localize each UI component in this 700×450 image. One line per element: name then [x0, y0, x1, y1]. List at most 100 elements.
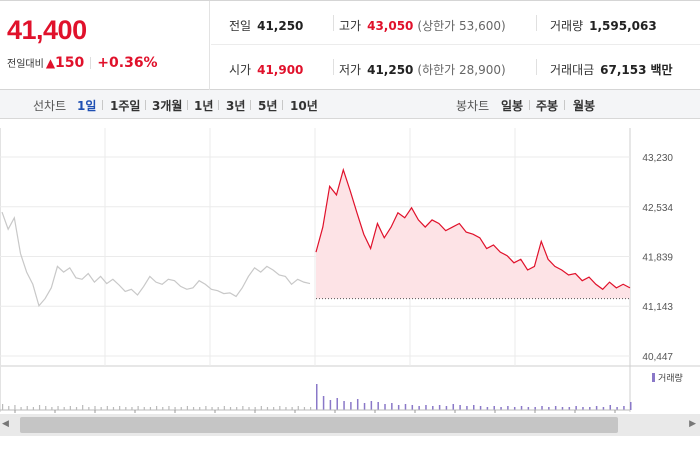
- volume-bar: [609, 405, 612, 410]
- volume-bar: [57, 406, 59, 410]
- volume-bar: [534, 407, 536, 410]
- line-chart-label: 선차트: [33, 99, 67, 113]
- volume-bar: [106, 406, 108, 410]
- volume-bar: [285, 407, 287, 410]
- y-tick-label: 40,447: [642, 352, 673, 363]
- volume-bar: [94, 406, 96, 410]
- volume-bar: [217, 407, 219, 410]
- volume-bar: [205, 406, 207, 410]
- volume-bar: [156, 406, 158, 410]
- volume-bar: [310, 407, 312, 410]
- volume-bar: [411, 405, 414, 410]
- chart-toolbar: 선차트 1일 1주일 3개월 1년 3년 5년 10년 봉차트 일봉 주봉 월봉: [0, 90, 700, 119]
- volume-bar: [623, 406, 625, 410]
- period-1d[interactable]: 1일: [77, 99, 97, 113]
- period-10y[interactable]: 10년: [290, 99, 318, 113]
- volume-bar: [466, 406, 468, 410]
- volume-bar: [479, 406, 482, 410]
- volume-bar: [149, 407, 152, 410]
- volume-bar: [513, 407, 516, 410]
- scroll-thumb[interactable]: [20, 417, 618, 433]
- volume-bar: [63, 407, 65, 410]
- stat-high: 고가 43,050 (상한가 53,600): [339, 19, 506, 33]
- up-arrow-icon: ▲: [45, 56, 56, 70]
- volume-bar: [336, 398, 338, 410]
- volume-bar: [589, 407, 591, 410]
- volume-bar: [425, 405, 427, 410]
- candle-monthly[interactable]: 월봉: [573, 99, 596, 113]
- period-1w[interactable]: 1주일: [110, 99, 141, 113]
- volume-legend-label: 거래량: [658, 372, 683, 384]
- volume-bar: [500, 407, 502, 410]
- volume-bar: [180, 407, 182, 410]
- volume-bar: [45, 406, 47, 410]
- volume-bar: [329, 400, 332, 410]
- volume-bar: [370, 401, 373, 410]
- stats-row-2: 시가 41,900 저가 41,250 (하한가 28,900) 거래대금 67,153…: [211, 45, 700, 89]
- volume-bar: [279, 406, 281, 410]
- price-box: 41,400 전일대비 ▲150 +0.36%: [0, 1, 210, 90]
- volume-bar: [229, 407, 232, 410]
- volume-bar: [174, 407, 176, 410]
- volume-bar: [8, 406, 10, 410]
- scroll-right-icon[interactable]: ▶: [689, 419, 696, 429]
- volume-bar: [211, 407, 213, 410]
- price-chart: 43,230 42,534 41,839 41,143 40,447 거래량: [0, 128, 700, 413]
- y-tick-label: 41,143: [642, 302, 673, 313]
- volume-bar: [438, 405, 441, 410]
- volume-bar: [350, 402, 352, 410]
- volume-bar: [493, 406, 495, 410]
- volume-bar: [582, 407, 584, 410]
- volume-bar: [343, 401, 345, 410]
- volume-bar: [143, 407, 145, 410]
- volume-bar: [236, 407, 238, 410]
- period-3y[interactable]: 3년: [226, 99, 246, 113]
- divider: [90, 57, 92, 69]
- volume-bar: [137, 406, 139, 410]
- volume-bar: [377, 402, 379, 410]
- volume-bar: [168, 406, 170, 410]
- volume-bar: [303, 407, 306, 410]
- volume-bar: [486, 407, 489, 410]
- volume-bar: [112, 407, 115, 410]
- scroll-left-icon[interactable]: ◀: [2, 419, 9, 429]
- volume-bar: [541, 406, 543, 410]
- volume-bar: [404, 404, 407, 410]
- volume-bar: [2, 404, 4, 410]
- volume-bar: [88, 407, 90, 410]
- period-1y[interactable]: 1년: [194, 99, 214, 113]
- volume-bar: [554, 406, 557, 410]
- quote-stats: 전일 41,250 고가 43,050 (상한가 53,600) 거래량 1,595,0…: [211, 1, 700, 90]
- volume-bar: [322, 396, 325, 410]
- volume-bar: [363, 403, 366, 410]
- volume-bar: [445, 406, 448, 410]
- candle-chart-label: 봉차트: [456, 99, 490, 113]
- candle-weekly[interactable]: 주봉: [536, 99, 559, 113]
- volume-bar: [75, 407, 78, 410]
- volume-bar: [223, 406, 225, 410]
- today-price-line: [315, 167, 631, 291]
- period-3m[interactable]: 3개월: [152, 99, 183, 113]
- volume-bar: [119, 406, 121, 410]
- volume-bar: [51, 407, 53, 410]
- volume-bar: [391, 403, 393, 410]
- volume-bar: [568, 407, 571, 410]
- stat-turnover: 거래대금 67,153 백만: [550, 63, 673, 77]
- candle-daily[interactable]: 일봉: [501, 99, 524, 113]
- y-tick-label: 43,230: [642, 153, 673, 164]
- volume-bar: [595, 406, 598, 410]
- volume-bar: [616, 407, 618, 410]
- volume-bar: [561, 407, 564, 410]
- volume-bar: [297, 406, 299, 410]
- stat-low: 저가 41,250 (하한가 28,900): [339, 63, 506, 77]
- period-5y[interactable]: 5년: [258, 99, 278, 113]
- change-value: 150: [55, 55, 85, 71]
- volume-bar: [432, 406, 434, 410]
- volume-bar: [520, 406, 523, 410]
- volume-bar: [38, 405, 41, 410]
- volume-bar: [273, 407, 275, 410]
- volume-bar: [507, 406, 509, 410]
- chart-scrollbar[interactable]: ◀ ▶: [0, 414, 700, 436]
- volume-bar: [316, 384, 318, 410]
- price-change: 전일대비 ▲150 +0.36%: [7, 55, 158, 71]
